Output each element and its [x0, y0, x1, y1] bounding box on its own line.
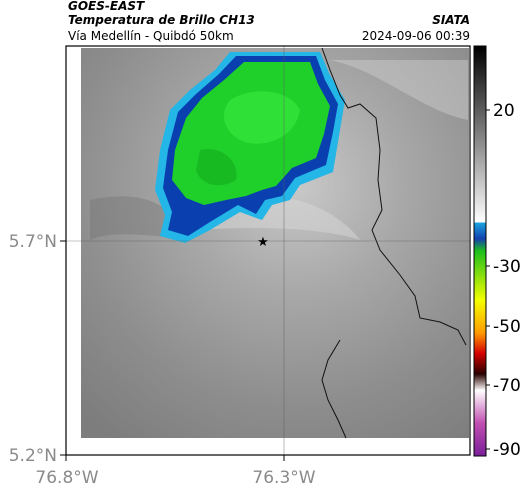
y-tick-label: 5.2°N [9, 446, 57, 466]
org-label: SIATA [432, 13, 470, 27]
x-tick-label: 76.3°W [252, 468, 315, 488]
colorbar-tick-label: -90 [493, 440, 521, 460]
colorbar-tick-label: -50 [493, 317, 521, 337]
boundary-line [321, 339, 347, 439]
star-marker-icon: ★ [257, 235, 269, 250]
map-frame [65, 45, 471, 456]
colorbar-tick-label: -70 [493, 376, 521, 396]
colorbar-tick-label: 20 [493, 101, 515, 121]
y-tick-label: 5.7°N [9, 232, 57, 252]
route-subtitle: Vía Medellín - Quibdó 50km [68, 29, 234, 43]
satellite-title: GOES-EAST [68, 0, 145, 13]
coastline [321, 47, 467, 346]
colorbar-tick-label: -30 [493, 257, 521, 277]
x-tick-label: 76.8°W [35, 468, 98, 488]
datetime-label: 2024-09-06 00:39 [361, 29, 470, 43]
colorbar [473, 45, 487, 457]
product-title: Temperatura de Brillo CH13 [68, 13, 255, 27]
